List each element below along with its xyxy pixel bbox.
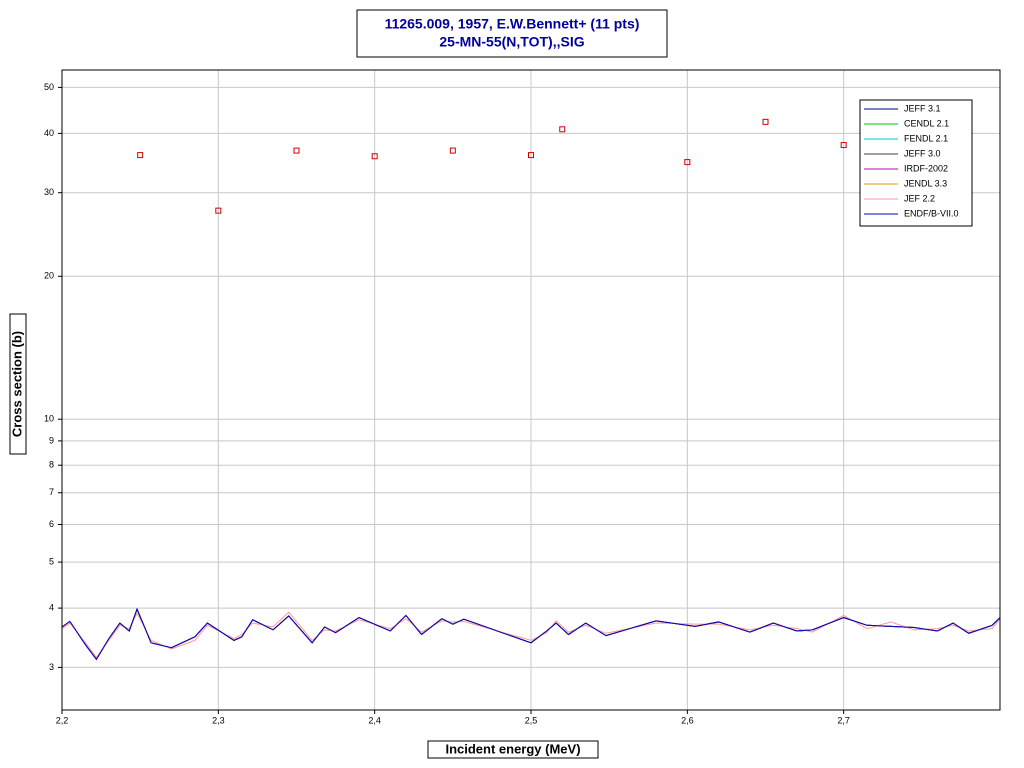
y-tick-label: 40 xyxy=(44,128,54,138)
data-point xyxy=(559,126,566,133)
x-tick-label: 2,5 xyxy=(525,715,538,725)
legend: JEFF 3.1 CENDL 2.1 FENDL 2.1 JEFF 3.0 IRDF-2… xyxy=(859,99,973,227)
y-tick-label: 4 xyxy=(49,602,54,612)
y-tick-label: 10 xyxy=(44,414,54,424)
legend-label: IRDF-2002 xyxy=(904,163,948,173)
y-tick-label: 50 xyxy=(44,82,54,92)
x-axis-label: Incident energy (MeV) xyxy=(445,741,580,756)
legend-label: JENDL 3.3 xyxy=(904,178,947,188)
data-point xyxy=(684,159,691,166)
legend-label: CENDL 2.1 xyxy=(904,118,949,128)
y-tick-label: 3 xyxy=(49,662,54,672)
data-point xyxy=(215,207,222,214)
chart-subtitle: 25-MN-55(N,TOT),,SIG xyxy=(439,34,584,50)
legend-label: FENDL 2.1 xyxy=(904,133,948,143)
x-label-box xyxy=(427,740,599,759)
y-axis-label: Cross section (b) xyxy=(9,331,24,437)
y-tick-label: 30 xyxy=(44,187,54,197)
y-tick-label: 6 xyxy=(49,519,54,529)
legend-label: JEFF 3.0 xyxy=(904,148,941,158)
data-point xyxy=(528,152,534,159)
y-tick-label: 8 xyxy=(49,460,54,470)
x-tick-label: 2,7 xyxy=(837,715,850,725)
y-tick-label: 5 xyxy=(49,556,54,566)
data-point xyxy=(137,152,144,159)
y-tick-label: 7 xyxy=(49,487,54,497)
y-tick-label: 9 xyxy=(49,435,54,445)
x-tick-label: 2,6 xyxy=(681,715,694,725)
data-point xyxy=(840,142,847,149)
legend-box xyxy=(859,99,973,227)
series-line xyxy=(61,611,1001,659)
y-tick-label: 20 xyxy=(44,271,54,281)
title-box xyxy=(356,9,668,58)
plot xyxy=(61,118,1001,661)
legend-label: JEFF 3.1 xyxy=(904,103,941,113)
data-point xyxy=(293,147,300,154)
data-point xyxy=(762,118,769,125)
chart-title: 11265.009, 1957, E.W.Bennett+ (11 pts) xyxy=(385,16,640,32)
series-line xyxy=(61,607,1001,661)
x-tick-label: 2,3 xyxy=(212,715,225,725)
x-tick-label: 2,2 xyxy=(56,715,69,725)
x-tick-label: 2,4 xyxy=(368,715,381,725)
legend-label: ENDF/B-VII.0 xyxy=(904,208,959,218)
data-point xyxy=(371,153,378,160)
plot-frame xyxy=(61,69,1001,711)
legend-label: JEF 2.2 xyxy=(904,193,935,203)
y-label-box xyxy=(9,313,27,455)
data-point xyxy=(449,147,456,154)
